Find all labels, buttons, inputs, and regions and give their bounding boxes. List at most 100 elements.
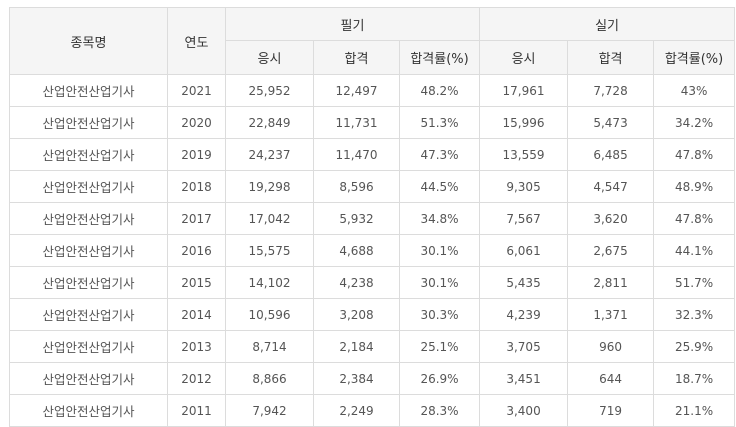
cell-year: 2013 [167, 330, 226, 363]
cell-practical-pass: 719 [567, 394, 655, 427]
cell-practical-rate: 34.2% [653, 106, 736, 139]
cell-practical-rate: 25.9% [653, 330, 736, 363]
cell-practical-apply: 3,705 [479, 330, 569, 363]
cell-written-apply: 10,596 [225, 298, 314, 331]
table-row: 산업안전산업기사 2014 10,596 3,208 30.3% 4,239 1,371 32… [9, 298, 736, 331]
cell-year: 2019 [167, 138, 226, 171]
table-row: 산업안전산업기사 2016 15,575 4,688 30.1% 6,061 2,675 44… [9, 234, 736, 267]
cell-practical-pass: 2,675 [567, 234, 655, 267]
cell-subject-name: 산업안전산업기사 [9, 74, 168, 107]
cell-practical-apply: 4,239 [479, 298, 569, 331]
cell-written-rate: 30.1% [398, 234, 481, 267]
cell-written-rate: 44.5% [398, 170, 481, 203]
cell-subject-name: 산업안전산업기사 [9, 394, 168, 427]
cell-year: 2014 [167, 298, 226, 331]
cell-written-rate: 51.3% [398, 106, 481, 139]
cell-year: 2020 [167, 106, 226, 139]
header-subject: 종목명 [9, 7, 168, 75]
cell-written-apply: 8,714 [225, 330, 314, 363]
cell-practical-pass: 5,473 [567, 106, 655, 139]
cell-written-rate: 25.1% [398, 330, 481, 363]
cell-practical-rate: 47.8% [653, 138, 736, 171]
cell-practical-apply: 17,961 [479, 74, 569, 107]
cell-written-apply: 25,952 [225, 74, 314, 107]
cell-year: 2012 [167, 362, 226, 395]
table-row: 산업안전산업기사 2020 22,849 11,731 51.3% 15,996 5,473… [9, 106, 736, 139]
cell-practical-rate: 43% [653, 74, 736, 107]
cell-practical-rate: 47.8% [653, 202, 736, 235]
cell-practical-apply: 5,435 [479, 266, 569, 299]
cell-written-apply: 19,298 [225, 170, 314, 203]
cell-practical-rate: 44.1% [653, 234, 736, 267]
table-row: 산업안전산업기사 2019 24,237 11,470 47.3% 13,559 6,485… [9, 138, 736, 171]
header-written-apply: 응시 [225, 40, 314, 75]
table-header: 종목명 연도 필기 실기 응시 합격 합격률(%) 응시 합격 합격률(%) [9, 7, 736, 75]
cell-practical-apply: 3,451 [479, 362, 569, 395]
cell-written-rate: 48.2% [398, 74, 481, 107]
cell-practical-apply: 6,061 [479, 234, 569, 267]
cell-practical-rate: 51.7% [653, 266, 736, 299]
cell-written-apply: 7,942 [225, 394, 314, 427]
cell-subject-name: 산업안전산업기사 [9, 330, 168, 363]
cell-practical-rate: 48.9% [653, 170, 736, 203]
cell-year: 2015 [167, 266, 226, 299]
cell-written-apply: 8,866 [225, 362, 314, 395]
cell-written-rate: 34.8% [398, 202, 481, 235]
cell-year: 2018 [167, 170, 226, 203]
cell-practical-rate: 18.7% [653, 362, 736, 395]
table-row: 산업안전산업기사 2017 17,042 5,932 34.8% 7,567 3,620 47… [9, 202, 736, 235]
cell-practical-pass: 960 [567, 330, 655, 363]
table-row: 산업안전산업기사 2011 7,942 2,249 28.3% 3,400 719 21.1% [9, 394, 736, 427]
cell-year: 2016 [167, 234, 226, 267]
cell-practical-rate: 21.1% [653, 394, 736, 427]
cell-subject-name: 산업안전산업기사 [9, 106, 168, 139]
cell-subject-name: 산업안전산업기사 [9, 138, 168, 171]
header-practical-rate: 합격률(%) [653, 40, 736, 75]
header-practical: 실기 [479, 7, 736, 41]
table-row: 산업안전산업기사 2015 14,102 4,238 30.1% 5,435 2,811 51… [9, 266, 736, 299]
header-practical-pass: 합격 [567, 40, 655, 75]
cell-written-rate: 26.9% [398, 362, 481, 395]
cell-practical-pass: 4,547 [567, 170, 655, 203]
cell-written-apply: 15,575 [225, 234, 314, 267]
cell-practical-apply: 15,996 [479, 106, 569, 139]
cell-written-pass: 11,731 [313, 106, 400, 139]
exam-statistics-table-container: 종목명 연도 필기 실기 응시 합격 합격률(%) 응시 합격 합격률(%) 산… [9, 7, 736, 427]
cell-subject-name: 산업안전산업기사 [9, 298, 168, 331]
cell-practical-apply: 13,559 [479, 138, 569, 171]
cell-written-rate: 30.3% [398, 298, 481, 331]
cell-written-pass: 11,470 [313, 138, 400, 171]
table-row: 산업안전산업기사 2018 19,298 8,596 44.5% 9,305 4,547 48… [9, 170, 736, 203]
cell-subject-name: 산업안전산업기사 [9, 234, 168, 267]
table-body: 산업안전산업기사 2021 25,952 12,497 48.2% 17,961 7,728… [9, 74, 736, 427]
cell-written-pass: 2,249 [313, 394, 400, 427]
header-practical-apply: 응시 [479, 40, 569, 75]
cell-practical-pass: 7,728 [567, 74, 655, 107]
cell-practical-pass: 3,620 [567, 202, 655, 235]
cell-written-pass: 3,208 [313, 298, 400, 331]
cell-written-apply: 14,102 [225, 266, 314, 299]
header-year: 연도 [167, 7, 226, 75]
cell-subject-name: 산업안전산업기사 [9, 202, 168, 235]
cell-written-rate: 28.3% [398, 394, 481, 427]
cell-written-pass: 4,688 [313, 234, 400, 267]
cell-year: 2017 [167, 202, 226, 235]
cell-practical-pass: 6,485 [567, 138, 655, 171]
cell-written-rate: 47.3% [398, 138, 481, 171]
cell-practical-apply: 3,400 [479, 394, 569, 427]
header-written: 필기 [224, 7, 481, 41]
cell-written-apply: 24,237 [225, 138, 314, 171]
cell-subject-name: 산업안전산업기사 [9, 266, 168, 299]
cell-subject-name: 산업안전산업기사 [9, 170, 168, 203]
cell-practical-apply: 7,567 [479, 202, 569, 235]
cell-written-pass: 4,238 [313, 266, 400, 299]
table-row: 산업안전산업기사 2021 25,952 12,497 48.2% 17,961 7,728… [9, 74, 736, 107]
cell-practical-pass: 644 [567, 362, 655, 395]
cell-practical-pass: 2,811 [567, 266, 655, 299]
cell-written-pass: 2,384 [313, 362, 400, 395]
cell-written-pass: 12,497 [313, 74, 400, 107]
cell-written-apply: 17,042 [225, 202, 314, 235]
cell-practical-rate: 32.3% [653, 298, 736, 331]
cell-written-apply: 22,849 [225, 106, 314, 139]
cell-written-pass: 5,932 [313, 202, 400, 235]
